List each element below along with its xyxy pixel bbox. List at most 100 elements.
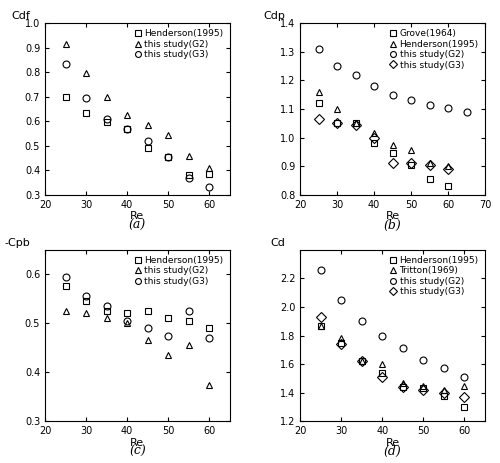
Line: Henderson(1995): Henderson(1995) — [62, 93, 213, 179]
this study(G3) — [83, 294, 89, 299]
this study(G3) — [359, 358, 365, 364]
this study(G2) — [352, 72, 358, 77]
this study(G3) — [62, 274, 68, 280]
Line: Tritton(1969): Tritton(1969) — [317, 322, 468, 394]
this study(G2) — [445, 105, 451, 110]
Text: (b): (b) — [384, 219, 402, 232]
Tritton(1969) — [338, 336, 344, 341]
Line: this study(G2): this study(G2) — [315, 45, 470, 115]
Henderson(1995) — [104, 308, 110, 314]
Line: this study(G3): this study(G3) — [62, 60, 213, 191]
this study(G2) — [420, 357, 426, 363]
this study(G2) — [165, 132, 171, 138]
Grove(1964) — [426, 176, 432, 182]
Legend: Henderson(1995), this study(G2), this study(G3): Henderson(1995), this study(G2), this st… — [132, 28, 226, 61]
Text: (a): (a) — [129, 219, 146, 232]
this study(G2) — [334, 63, 340, 69]
this study(G3) — [144, 325, 150, 331]
this study(G3) — [445, 166, 451, 172]
this study(G2) — [318, 267, 324, 273]
Henderson(1995) — [206, 325, 212, 331]
X-axis label: Re: Re — [386, 438, 400, 448]
Legend: Grove(1964), Henderson(1995), this study(G2), this study(G3): Grove(1964), Henderson(1995), this study… — [388, 28, 480, 71]
this study(G3) — [62, 61, 68, 66]
Tritton(1969) — [441, 387, 447, 393]
Henderson(1995) — [441, 393, 447, 398]
Grove(1964) — [316, 100, 322, 106]
Henderson(1995) — [426, 161, 432, 166]
this study(G2) — [62, 41, 68, 47]
Legend: Henderson(1995), this study(G2), this study(G3): Henderson(1995), this study(G2), this st… — [132, 254, 226, 288]
Henderson(1995) — [144, 145, 150, 151]
this study(G2) — [144, 122, 150, 128]
Henderson(1995) — [83, 110, 89, 115]
Henderson(1995) — [104, 119, 110, 125]
this study(G3) — [462, 394, 468, 400]
Grove(1964) — [334, 120, 340, 126]
Tritton(1969) — [359, 358, 365, 364]
this study(G2) — [371, 83, 377, 89]
this study(G2) — [426, 102, 432, 107]
Y-axis label: Cdp: Cdp — [264, 11, 285, 21]
Henderson(1995) — [144, 308, 150, 314]
Tritton(1969) — [420, 383, 426, 388]
Henderson(1995) — [124, 311, 130, 316]
this study(G3) — [83, 95, 89, 101]
this study(G3) — [408, 161, 414, 166]
this study(G3) — [371, 135, 377, 140]
Henderson(1995) — [206, 171, 212, 177]
this study(G2) — [390, 92, 396, 97]
Henderson(1995) — [62, 284, 68, 289]
this study(G2) — [144, 338, 150, 343]
this study(G3) — [186, 308, 192, 314]
Y-axis label: -Cpb: -Cpb — [4, 238, 30, 248]
this study(G3) — [104, 116, 110, 122]
Grove(1964) — [371, 140, 377, 146]
this study(G2) — [464, 109, 469, 115]
this study(G2) — [124, 320, 130, 326]
Henderson(1995) — [420, 386, 426, 391]
this study(G2) — [338, 297, 344, 302]
Text: (d): (d) — [384, 445, 402, 458]
this study(G2) — [400, 345, 406, 351]
this study(G2) — [206, 382, 212, 388]
this study(G2) — [124, 113, 130, 118]
Legend: Henderson(1995), Tritton(1969), this study(G2), this study(G3): Henderson(1995), Tritton(1969), this stu… — [388, 254, 480, 298]
this study(G2) — [104, 316, 110, 321]
this study(G3) — [165, 154, 171, 160]
this study(G2) — [83, 311, 89, 316]
X-axis label: Re: Re — [386, 211, 400, 221]
X-axis label: Re: Re — [130, 211, 144, 221]
this study(G3) — [104, 303, 110, 309]
this study(G2) — [104, 94, 110, 100]
Grove(1964) — [390, 150, 396, 156]
Line: this study(G3): this study(G3) — [315, 115, 452, 173]
this study(G3) — [124, 126, 130, 131]
this study(G3) — [338, 341, 344, 347]
Tritton(1969) — [462, 383, 468, 388]
this study(G2) — [462, 374, 468, 380]
Henderson(1995) — [165, 316, 171, 321]
Text: (c): (c) — [129, 445, 146, 458]
this study(G2) — [186, 343, 192, 348]
this study(G2) — [206, 165, 212, 170]
Henderson(1995) — [400, 384, 406, 390]
Henderson(1995) — [380, 370, 386, 375]
Henderson(1995) — [462, 404, 468, 410]
this study(G3) — [316, 116, 322, 122]
Tritton(1969) — [380, 361, 386, 367]
Line: Henderson(1995): Henderson(1995) — [317, 322, 468, 411]
this study(G3) — [165, 333, 171, 338]
Henderson(1995) — [408, 148, 414, 153]
this study(G2) — [359, 319, 365, 324]
Henderson(1995) — [445, 163, 451, 169]
this study(G3) — [441, 390, 447, 395]
Line: this study(G2): this study(G2) — [62, 41, 213, 171]
this study(G3) — [334, 120, 340, 126]
this study(G3) — [390, 161, 396, 166]
this study(G2) — [62, 308, 68, 314]
Henderson(1995) — [124, 126, 130, 131]
Line: this study(G3): this study(G3) — [62, 273, 213, 341]
X-axis label: Re: Re — [130, 438, 144, 448]
Tritton(1969) — [318, 323, 324, 328]
